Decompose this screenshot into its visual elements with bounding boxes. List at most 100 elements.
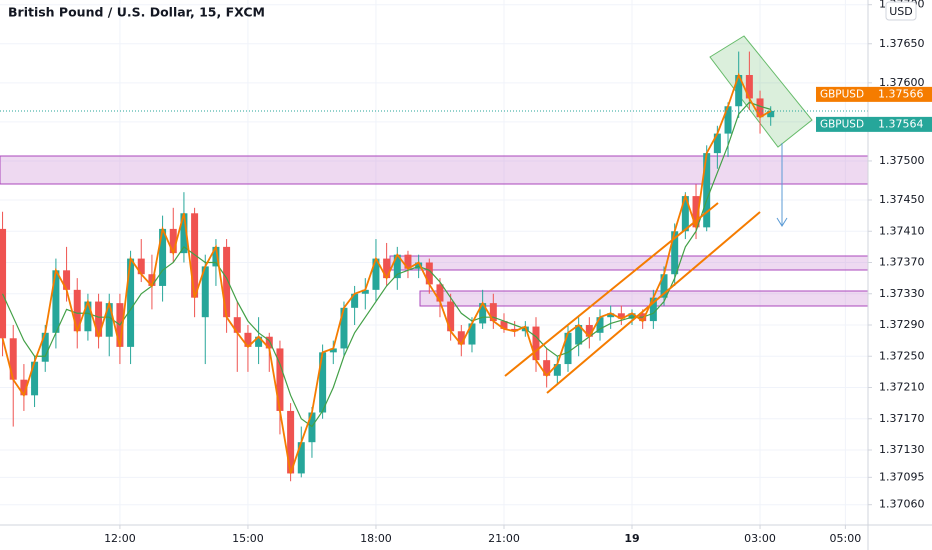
candle-body [649,297,657,322]
candle-body [201,266,209,318]
candle-body [703,153,711,228]
close-line [1,72,772,474]
candle-body [372,258,380,290]
candle-body [393,254,401,279]
chart-title: British Pound / U.S. Dollar, 15, FXCM [8,5,265,20]
candle-body [596,317,604,333]
candle-body [447,301,455,332]
candle-body [479,303,487,324]
x-tick-label: 15:00 [232,532,264,545]
candle-body [169,228,177,254]
price-label-name-box [816,116,868,132]
candle-body [489,303,497,322]
x-tick-label: 21:00 [488,532,520,545]
candle-body [105,303,113,337]
currency: USD [889,5,913,18]
y-tick-label: 1.37370 [879,256,925,269]
axes: 1.377001.376501.376001.375501.375001.374… [104,0,932,545]
y-tick-label: 1.37060 [879,498,925,511]
currency-box [885,1,917,21]
candle-body [297,442,305,474]
price-label-name: GBPUSD [820,118,864,130]
candle-body [361,289,369,294]
candle-body [553,364,561,376]
candle-body [351,293,359,308]
candle-body [628,313,636,319]
candle-body [84,301,92,332]
candle-body [692,196,700,228]
price-label-value-box [868,116,932,132]
candle-body [564,332,572,365]
candle-body [383,258,391,279]
candle-body [713,133,721,154]
price-label-value-box [868,86,932,102]
y-tick-label: 1.37600 [879,76,925,89]
candle-body [607,313,615,318]
y-tick-label: 1.37330 [879,287,925,300]
candle-body [233,317,241,333]
candle-body [180,213,188,254]
candle-body [0,228,7,339]
candle-body [436,284,444,302]
zone [0,155,869,185]
y-tick-label: 1.37210 [879,381,925,394]
candle-body [159,228,167,286]
candle-body [532,326,540,361]
candle-body [735,75,743,107]
candle-body [457,331,465,345]
candle-body [244,332,252,347]
candle-body [543,360,551,376]
x-tick-label: 03:00 [744,532,776,545]
candle-body [20,379,28,396]
candle-body [63,270,71,290]
moving-average [2,101,771,428]
candle-body [127,258,135,347]
candle-body [660,274,668,298]
candle-body [319,352,327,413]
candle-body [212,246,220,267]
candle-body [681,196,689,232]
candle-body [73,289,81,332]
candle-body [617,313,625,319]
candle-body [425,262,433,285]
candle-body [191,213,199,298]
candle-body [148,274,156,286]
candle-body [340,307,348,349]
candle-body [255,336,263,347]
x-tick-label: 05:00 [830,532,862,545]
candle-body [308,412,316,443]
candle-body [756,98,764,118]
x-tick-label: 18:00 [360,532,392,545]
candle-body [52,270,60,333]
price-label-value: 1.37564 [878,117,924,130]
zone [419,290,869,307]
candle-body [31,361,39,396]
y-tick-label: 1.37650 [879,37,925,50]
zone [389,255,869,271]
candle-body [265,336,273,349]
price-label: GBPUSD 1.37566 [816,86,932,102]
y-tick-label: 1.37170 [879,412,925,425]
candle-body [468,323,476,345]
price-label-name: GBPUSD [820,88,864,100]
candle-body [404,254,412,269]
pattern-box [709,35,813,148]
candle-body [767,110,775,118]
y-tick-label: 1.37410 [879,224,925,237]
candle-body [500,321,508,329]
candle-body [95,301,103,337]
trend-line [546,211,761,394]
y-tick-label: 1.37095 [879,470,925,483]
price-label-value: 1.37566 [878,87,924,100]
candle-body [137,258,145,275]
candle-body [745,75,753,99]
candle-body [9,338,17,380]
plot [0,51,868,482]
candle-body [511,328,519,332]
candle-body [415,262,423,269]
y-tick-label: 1.37450 [879,193,925,206]
candle-body [223,246,231,318]
y-tick-label: 1.37500 [879,154,925,167]
price-label-name-box [816,86,868,102]
candle-body [671,231,679,275]
